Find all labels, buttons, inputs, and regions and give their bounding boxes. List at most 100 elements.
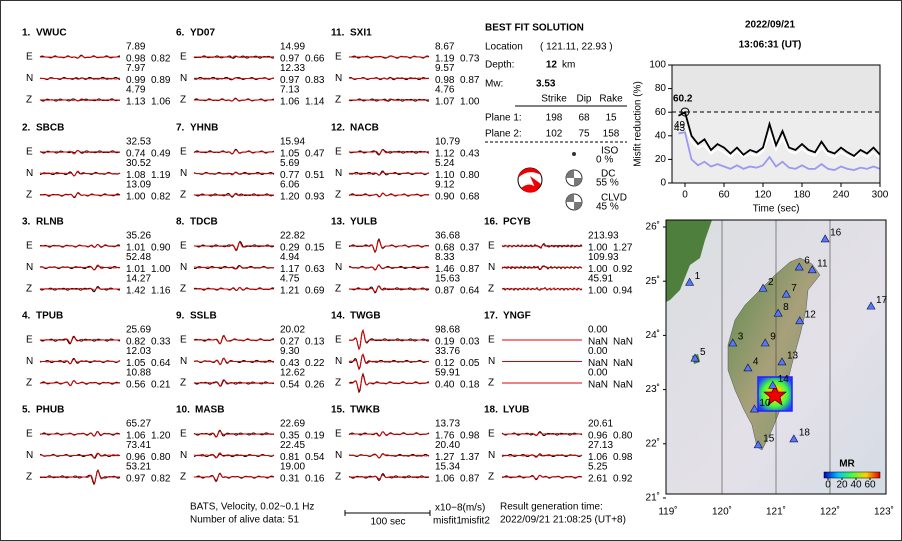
misfit1: 0.97 <box>280 54 300 65</box>
synthetic-trace <box>348 474 430 480</box>
station-name: VWUC <box>36 28 67 39</box>
synthetic-trace <box>193 378 275 387</box>
component-label: E <box>26 429 33 440</box>
synthetic-trace <box>193 265 275 270</box>
component-label: N <box>180 450 187 461</box>
station-name: YHNB <box>190 123 218 134</box>
best-label: 60.2 <box>673 94 693 105</box>
synthetic-trace <box>39 469 121 484</box>
amplitude: 13.09 <box>126 180 151 191</box>
component-label: Z <box>180 472 186 483</box>
synthetic-trace <box>39 452 121 459</box>
station-name: SXI1 <box>350 28 372 39</box>
misfit1: 0.31 <box>280 474 300 485</box>
synthetic-trace <box>193 452 275 459</box>
synthetic-trace <box>39 55 121 59</box>
component-label: N <box>26 450 33 461</box>
amplitude: 45.91 <box>588 274 613 285</box>
amplitude: 9.30 <box>280 346 300 357</box>
misfit2: 1.16 <box>151 286 171 297</box>
component-label: N <box>488 356 495 367</box>
y-tick-label: 100 <box>649 60 666 71</box>
synthetic-trace <box>193 430 275 438</box>
component-name: CLVD <box>601 193 627 204</box>
magnitude: 3.53 <box>536 79 556 90</box>
misfit1: 0.90 <box>435 192 455 203</box>
misfit1: 0.27 <box>280 337 300 348</box>
misfit2: 0.19 <box>305 431 325 442</box>
misfit2: 0.47 <box>305 149 325 160</box>
station-name: PHUB <box>36 405 64 416</box>
x-tick-label: 120 <box>755 190 772 201</box>
plane-label: Plane 2: <box>485 129 522 140</box>
colorbar-tick-label: 40 <box>850 480 862 491</box>
component-name: DC <box>601 169 615 180</box>
plane-value: 75 <box>578 129 590 140</box>
amplitude: 27.13 <box>588 440 613 451</box>
misfit1: 0.68 <box>435 243 455 254</box>
misfit2: 0.87 <box>460 474 480 485</box>
misfit2: 1.37 <box>460 452 480 463</box>
lat-tick-label: 23˚ <box>646 383 660 395</box>
amplitude: 30.52 <box>126 158 151 169</box>
misfit1: 1.01 <box>126 264 146 275</box>
station-triangle <box>789 434 799 443</box>
station-triangle <box>760 338 770 347</box>
misfit2: NaN <box>613 358 633 369</box>
station-map-label: 8 <box>783 302 789 313</box>
result-label: Result generation time: <box>500 502 603 513</box>
component-label: E <box>26 241 33 252</box>
station-triangle <box>866 301 876 310</box>
y-tick-label: 0 <box>660 178 666 189</box>
depth-unit: km <box>562 60 575 71</box>
amplitude: 6.06 <box>280 180 300 191</box>
synthetic-trace <box>39 77 121 80</box>
amplitude: 19.00 <box>280 462 305 473</box>
amplitude: 7.13 <box>280 85 300 96</box>
amplitude: 4.76 <box>435 85 455 96</box>
plane-value: 15 <box>605 113 617 124</box>
component-label: E <box>26 52 33 63</box>
result-time: 2022/09/21 21:08:25 (UT+8) <box>500 515 626 526</box>
station-number: 16. <box>484 217 498 228</box>
misfit1: 1.27 <box>435 452 455 463</box>
synthetic-trace <box>348 353 430 370</box>
observed-trace <box>348 98 430 102</box>
component-label: N <box>26 262 33 273</box>
lat-tick-label: 24˚ <box>646 329 660 341</box>
misfit1: 1.05 <box>126 358 146 369</box>
lat-tick-label: 21˚ <box>646 492 660 504</box>
lat-tick-label: 25˚ <box>646 275 660 287</box>
misfit-line <box>678 110 881 157</box>
misfit1: 1.00 <box>588 286 608 297</box>
amplitude: 59.91 <box>435 368 460 379</box>
misfit2: 0.13 <box>305 337 325 348</box>
station-name: TDCB <box>190 217 218 228</box>
amplitude: 10.79 <box>435 137 460 148</box>
amplitude: 20.02 <box>280 325 305 336</box>
station-map-label: 10 <box>759 398 771 409</box>
synthetic-trace <box>501 432 583 437</box>
plane-value: 102 <box>546 129 563 140</box>
gray-label: 49 <box>674 120 686 131</box>
amplitude: 12.03 <box>126 346 151 357</box>
station-number: 3. <box>22 217 31 228</box>
station-map-label: 15 <box>763 434 775 445</box>
synthetic-trace <box>39 98 121 102</box>
misfit2: 0.90 <box>151 243 171 254</box>
synthetic-trace <box>193 149 275 155</box>
station-number: 9. <box>176 311 185 322</box>
amplitude: 33.76 <box>435 346 460 357</box>
misfit2: 0.68 <box>460 192 480 203</box>
component-label: Z <box>488 284 494 295</box>
amplitude: 4.79 <box>126 85 146 96</box>
component-label: N <box>335 356 342 367</box>
misfit-line <box>678 131 881 171</box>
amplitude: 22.82 <box>280 231 305 242</box>
amplitude: 22.69 <box>280 419 305 430</box>
station-name: YD07 <box>190 28 215 39</box>
misfit1: 2.61 <box>588 474 608 485</box>
station-number: 14. <box>331 311 345 322</box>
misfit2: 0.33 <box>151 337 171 348</box>
